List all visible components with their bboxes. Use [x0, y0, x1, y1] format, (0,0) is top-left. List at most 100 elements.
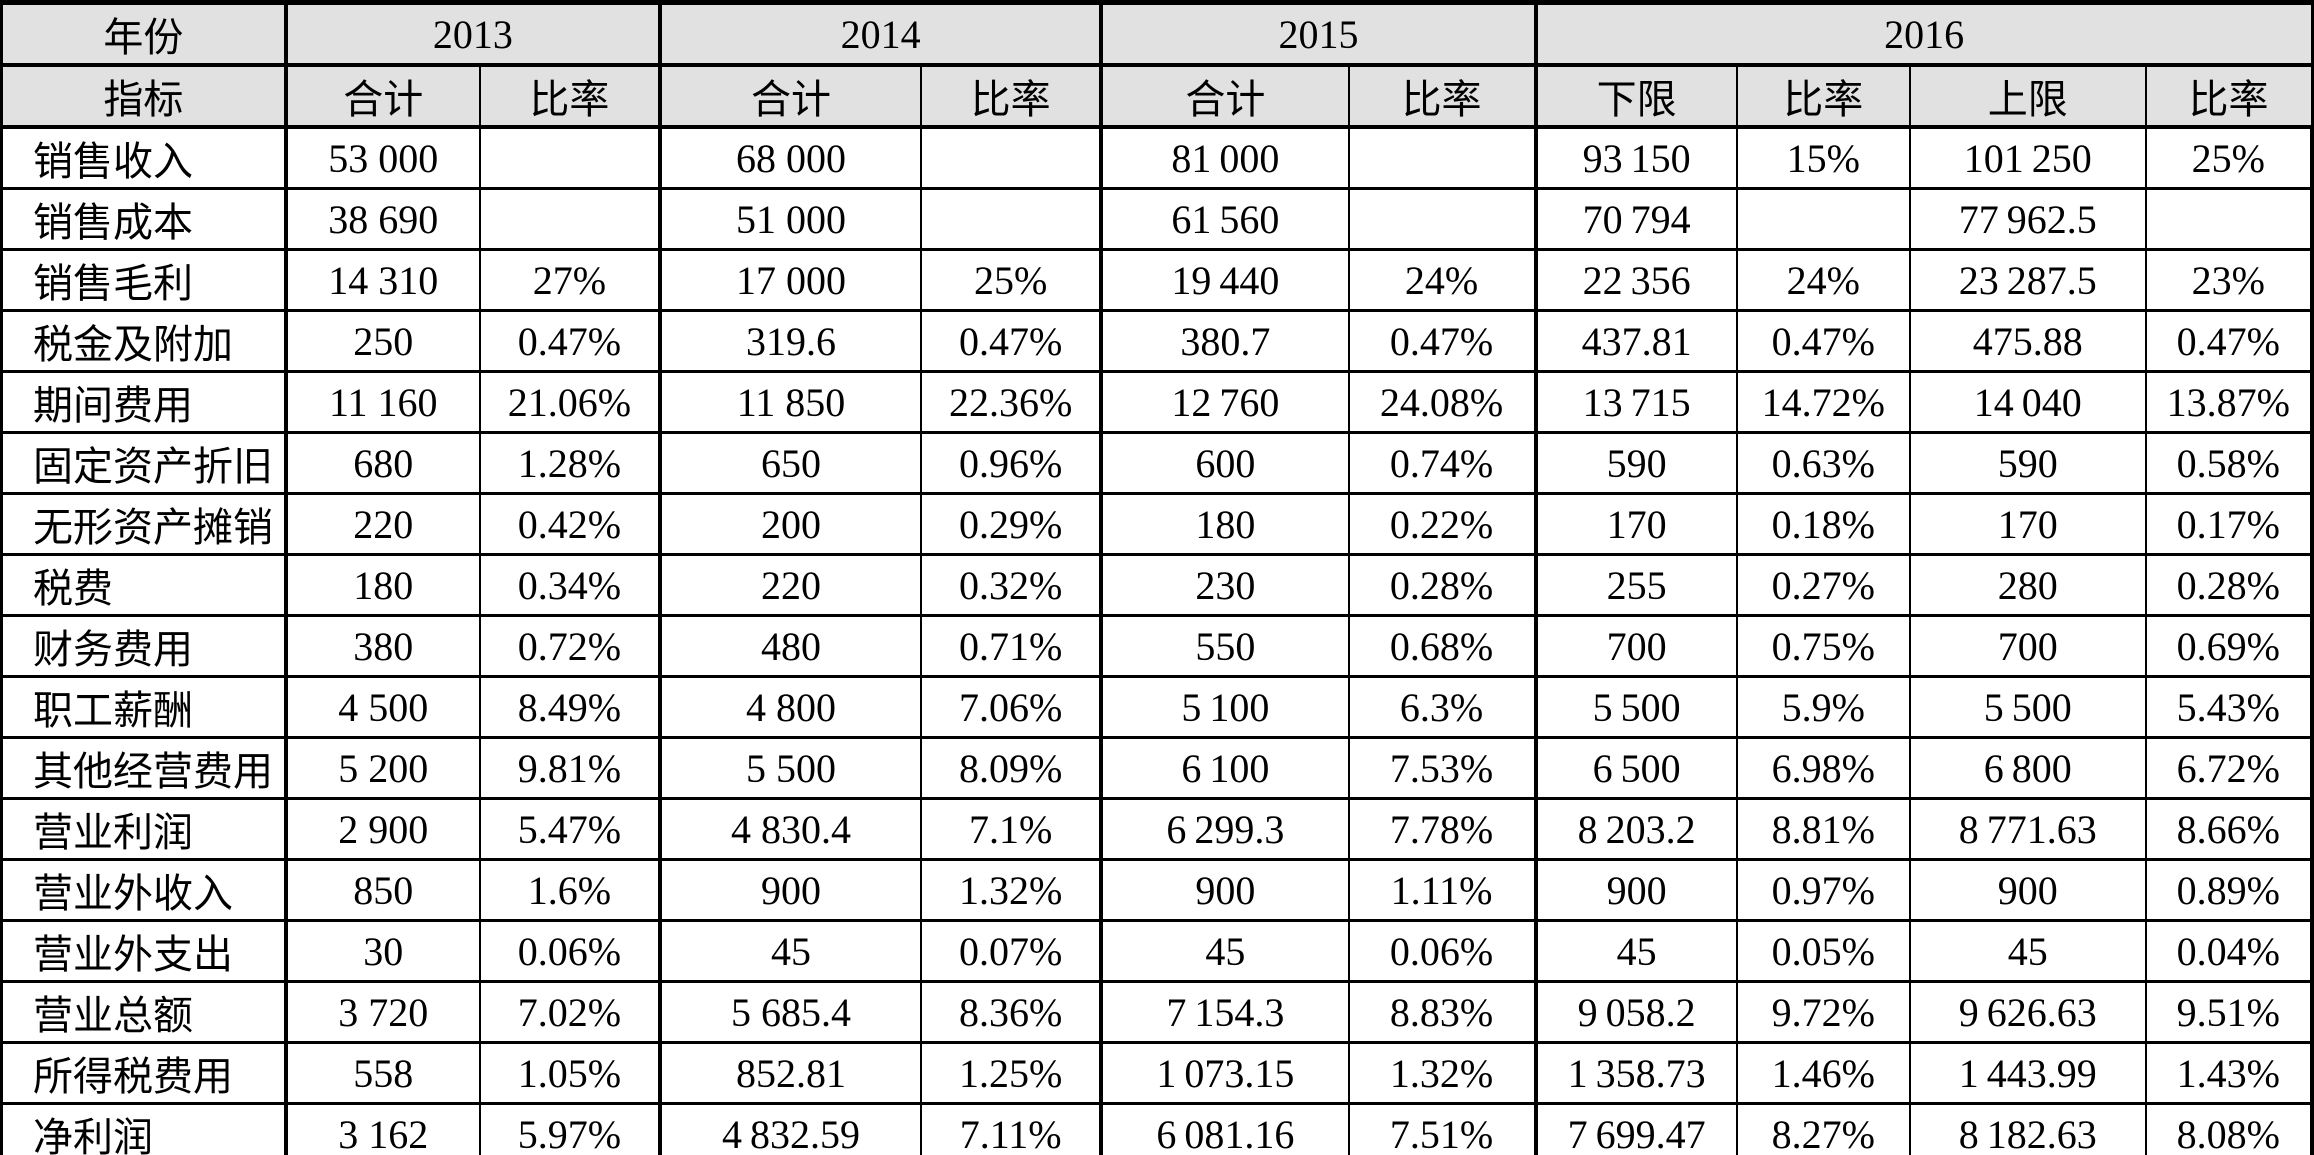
table-cell: 0.75%: [1735, 614, 1911, 678]
table-cell: 8.49%: [478, 675, 662, 739]
table-cell: 68 000: [658, 125, 923, 190]
table-row: 其他经营费用 5 200 9.81% 5 500 8.09% 6 100 7.53% 6 50…: [0, 736, 2314, 800]
table-cell: 1.43%: [2144, 1041, 2314, 1105]
table-cell: 22.36%: [920, 370, 1104, 434]
table-cell: 0.47%: [1735, 309, 1911, 373]
col-header-2016-upper-ratio: 比率: [2144, 63, 2314, 129]
table-cell: 852.81: [658, 1041, 923, 1105]
table-cell: [2144, 187, 2314, 251]
table-cell: 27%: [478, 248, 662, 312]
table-cell: 4 832.59: [658, 1102, 923, 1155]
row-label: 销售成本: [0, 187, 288, 251]
table-cell: 180: [1100, 492, 1350, 556]
table-cell: 30: [284, 919, 481, 983]
table-cell: 2 900: [284, 797, 481, 861]
row-label: 销售毛利: [0, 248, 288, 312]
table-row: 税费 180 0.34% 220 0.32% 230 0.28% 255 0.27% 280 0.2…: [0, 553, 2314, 617]
table-cell: 900: [658, 858, 923, 922]
table-cell: 1.25%: [920, 1041, 1104, 1105]
table-cell: 19 440: [1100, 248, 1350, 312]
row-label: 营业利润: [0, 797, 288, 861]
table-cell: 9.51%: [2144, 980, 2314, 1044]
table-cell: [920, 125, 1104, 190]
table-cell: 7.51%: [1347, 1102, 1538, 1155]
table-cell: 5.43%: [2144, 675, 2314, 739]
table-cell: 5 100: [1100, 675, 1350, 739]
table-cell: [478, 187, 662, 251]
table-cell: 380: [284, 614, 481, 678]
table-cell: 1.32%: [920, 858, 1104, 922]
table-cell: 255: [1534, 553, 1738, 617]
table-cell: 0.34%: [478, 553, 662, 617]
table-cell: 0.32%: [920, 553, 1104, 617]
table-cell: 0.47%: [2144, 309, 2314, 373]
table-cell: 21.06%: [478, 370, 662, 434]
table-cell: 8 182.63: [1908, 1102, 2147, 1155]
table-cell: 250: [284, 309, 481, 373]
table-cell: 900: [1908, 858, 2147, 922]
table-cell: 11 850: [658, 370, 923, 434]
table-cell: 5 500: [1908, 675, 2147, 739]
table-cell: 45: [1100, 919, 1350, 983]
table-cell: 0.22%: [1347, 492, 1538, 556]
table-cell: 9 626.63: [1908, 980, 2147, 1044]
table-cell: 8.09%: [920, 736, 1104, 800]
row-label: 职工薪酬: [0, 675, 288, 739]
table-cell: 93 150: [1534, 125, 1738, 190]
row-label: 财务费用: [0, 614, 288, 678]
table-cell: 6 299.3: [1100, 797, 1350, 861]
table-cell: 0.74%: [1347, 431, 1538, 495]
col-header-2016-lower-ratio: 比率: [1735, 63, 1911, 129]
table-cell: 0.47%: [478, 309, 662, 373]
table-cell: 480: [658, 614, 923, 678]
table-cell: 8 203.2: [1534, 797, 1738, 861]
table-row: 期间费用 11 160 21.06% 11 850 22.36% 12 760 24.08%…: [0, 370, 2314, 434]
table-cell: [920, 187, 1104, 251]
row-label: 净利润: [0, 1102, 288, 1155]
row-label: 其他经营费用: [0, 736, 288, 800]
table-cell: 7.11%: [920, 1102, 1104, 1155]
table-row: 销售收入 53 000 68 000 81 000 93 150 15% 101 250 25…: [0, 125, 2314, 190]
table-cell: 900: [1100, 858, 1350, 922]
table-row: 销售毛利 14 310 27% 17 000 25% 19 440 24% 22 356 24%…: [0, 248, 2314, 312]
table-cell: 590: [1534, 431, 1738, 495]
row-label: 销售收入: [0, 125, 288, 190]
table-cell: 680: [284, 431, 481, 495]
table-cell: 1 443.99: [1908, 1041, 2147, 1105]
table-cell: 7 699.47: [1534, 1102, 1738, 1155]
table-cell: [1347, 125, 1538, 190]
table-cell: 200: [658, 492, 923, 556]
table-cell: 11 160: [284, 370, 481, 434]
table-cell: 23 287.5: [1908, 248, 2147, 312]
table-cell: 0.05%: [1735, 919, 1911, 983]
row-label: 所得税费用: [0, 1041, 288, 1105]
table-cell: 0.63%: [1735, 431, 1911, 495]
table-row: 固定资产折旧 680 1.28% 650 0.96% 600 0.74% 590 0.63% 59…: [0, 431, 2314, 495]
table-cell: 850: [284, 858, 481, 922]
table-cell: [478, 125, 662, 190]
table-cell: 6 500: [1534, 736, 1738, 800]
year-2016-header: 2016: [1534, 0, 2314, 67]
table-cell: 53 000: [284, 125, 481, 190]
table-cell: 6.98%: [1735, 736, 1911, 800]
table-cell: 170: [1534, 492, 1738, 556]
table-cell: 700: [1534, 614, 1738, 678]
table-cell: 1.05%: [478, 1041, 662, 1105]
table-cell: 0.89%: [2144, 858, 2314, 922]
col-header-2013-ratio: 比率: [478, 63, 662, 129]
table-cell: 45: [1534, 919, 1738, 983]
table-cell: 0.97%: [1735, 858, 1911, 922]
year-2013-header: 2013: [284, 0, 662, 67]
table-cell: 220: [658, 553, 923, 617]
table-cell: 475.88: [1908, 309, 2147, 373]
table-cell: 6.3%: [1347, 675, 1538, 739]
table-cell: 0.06%: [478, 919, 662, 983]
table-cell: 180: [284, 553, 481, 617]
table-cell: 900: [1534, 858, 1738, 922]
table-cell: 0.29%: [920, 492, 1104, 556]
table-cell: 61 560: [1100, 187, 1350, 251]
row-label: 营业总额: [0, 980, 288, 1044]
col-header-2014-ratio: 比率: [920, 63, 1104, 129]
table-cell: 8.81%: [1735, 797, 1911, 861]
table-cell: 81 000: [1100, 125, 1350, 190]
